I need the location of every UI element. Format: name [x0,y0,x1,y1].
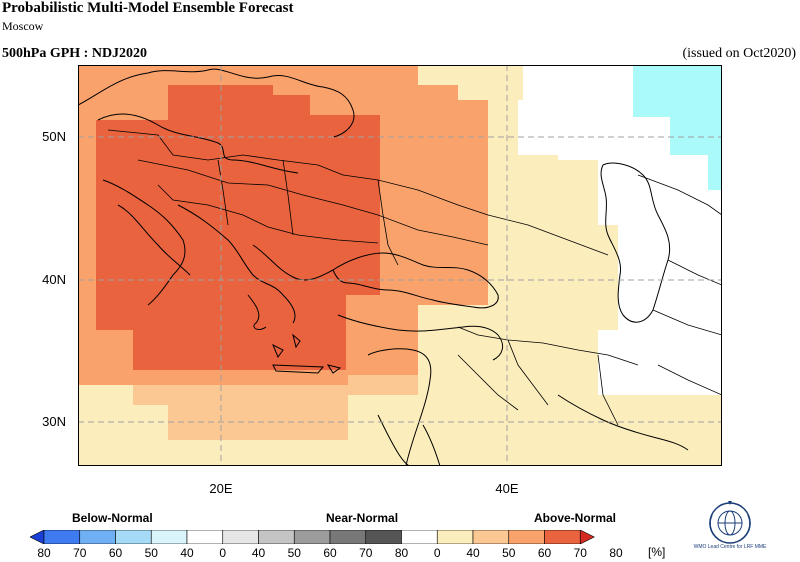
lon-label-40e: 40E [495,481,519,496]
legend-colorbar [30,530,595,544]
colorbar-tick-label: 60 [537,546,552,560]
forecast-map [78,65,722,466]
shade-cyan-ne [633,65,722,190]
colorbar-arrow-left [30,530,45,544]
anatolia [337,314,504,361]
colorbar-cell [365,530,402,544]
colorbar-tick-label: 40 [466,546,480,560]
legend-below-label: Below-Normal [72,511,153,525]
map-title: Probabilistic Multi-Model Ensemble Forec… [2,0,294,16]
legend-unit: [%] [648,545,666,559]
colorbar-tick-label: 70 [359,546,373,560]
colorbar-tick-label: 40 [251,546,266,560]
balkans [177,204,334,324]
colorbar-cell [43,530,81,544]
colorbar-arrow-right [579,530,595,544]
persian-gulf [557,394,689,451]
colorbar-cell [222,530,259,544]
colorbar-tick-label: 50 [287,546,301,560]
levant-coast [367,348,432,466]
lat-label-40n: 40N [42,272,66,287]
map-frame [78,65,722,466]
colorbar-cell [258,530,295,544]
borders-central-asia [487,174,722,396]
colorbar-cell [508,530,545,544]
baltic-region [97,113,299,174]
adriatic-italy [102,179,191,306]
wmo-emblem-icon [709,501,751,544]
colorbar-tick-label: 0 [219,546,227,560]
colorbar-tick-label: 70 [573,546,587,560]
colorbar-tick-label: 0 [433,546,441,560]
variable-label: 500hPa GPH : NDJ2020 [2,46,148,61]
lat-label-30n: 30N [42,414,66,429]
colorbar-tick-label: 80 [394,546,409,560]
colorbar-cell [436,530,474,544]
colorbar-tick-label: 60 [323,546,337,560]
legend-near-label: Near-Normal [326,511,399,525]
colorbar-cell [472,530,510,544]
colorbar-tick-label: 70 [73,546,87,560]
borders-eastern-europe [342,174,489,266]
borders-middle-east [457,326,639,426]
wmo-logo-text: WMO Lead Centre for LRF MME [693,544,767,550]
shade-orange-strong [96,85,380,370]
shade-white-caspian [598,145,722,395]
graticule [78,65,722,466]
colorbar-cell [115,530,152,544]
colorbar-cells [30,530,595,544]
europe-north-coast [78,68,355,138]
colorbar-tick-label: 40 [180,546,194,560]
colorbar-cell [401,530,438,544]
coastlines [78,68,689,466]
wmo-logo [700,497,760,557]
map-subtitle: Moscow [2,19,44,33]
red-sea [377,414,441,466]
colorbar-cell [293,530,331,544]
country-borders [107,129,722,426]
colorbar-tick-label: 50 [502,546,516,560]
colorbar-cell [186,530,224,544]
colorbar-cell [150,530,188,544]
borders-central-europe [107,129,379,244]
colorbar-cell [544,530,581,544]
probability-shading [78,65,722,440]
colorbar-tick-label: 50 [144,546,158,560]
colorbar-tick-label: 80 [37,546,51,560]
legend-above-label: Above-Normal [534,511,617,525]
lat-label-50n: 50N [42,129,66,144]
colorbar-tick-label: 60 [108,546,123,560]
greece-islands [247,294,342,374]
colorbar-tick-label: 80 [609,546,623,560]
caspian-sea [600,162,671,323]
colorbar-cell [329,530,367,544]
colorbar-cell [79,530,116,544]
map-canvas [78,65,722,466]
lon-label-20e: 20E [209,481,233,496]
shade-white-east [518,65,670,160]
black-sea [332,252,499,309]
issued-label: (issued on Oct2020) [682,46,796,61]
